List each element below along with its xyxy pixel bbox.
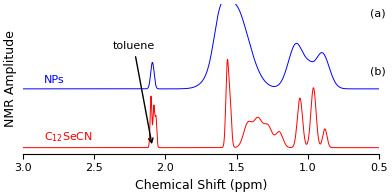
Text: toluene: toluene — [113, 41, 155, 143]
Text: (b): (b) — [370, 66, 385, 76]
Y-axis label: NMR Amplitude: NMR Amplitude — [4, 30, 17, 127]
Text: NPs: NPs — [44, 75, 65, 85]
Text: C$_{12}$SeCN: C$_{12}$SeCN — [44, 130, 93, 144]
Text: (a): (a) — [370, 9, 385, 19]
X-axis label: Chemical Shift (ppm): Chemical Shift (ppm) — [135, 179, 267, 192]
